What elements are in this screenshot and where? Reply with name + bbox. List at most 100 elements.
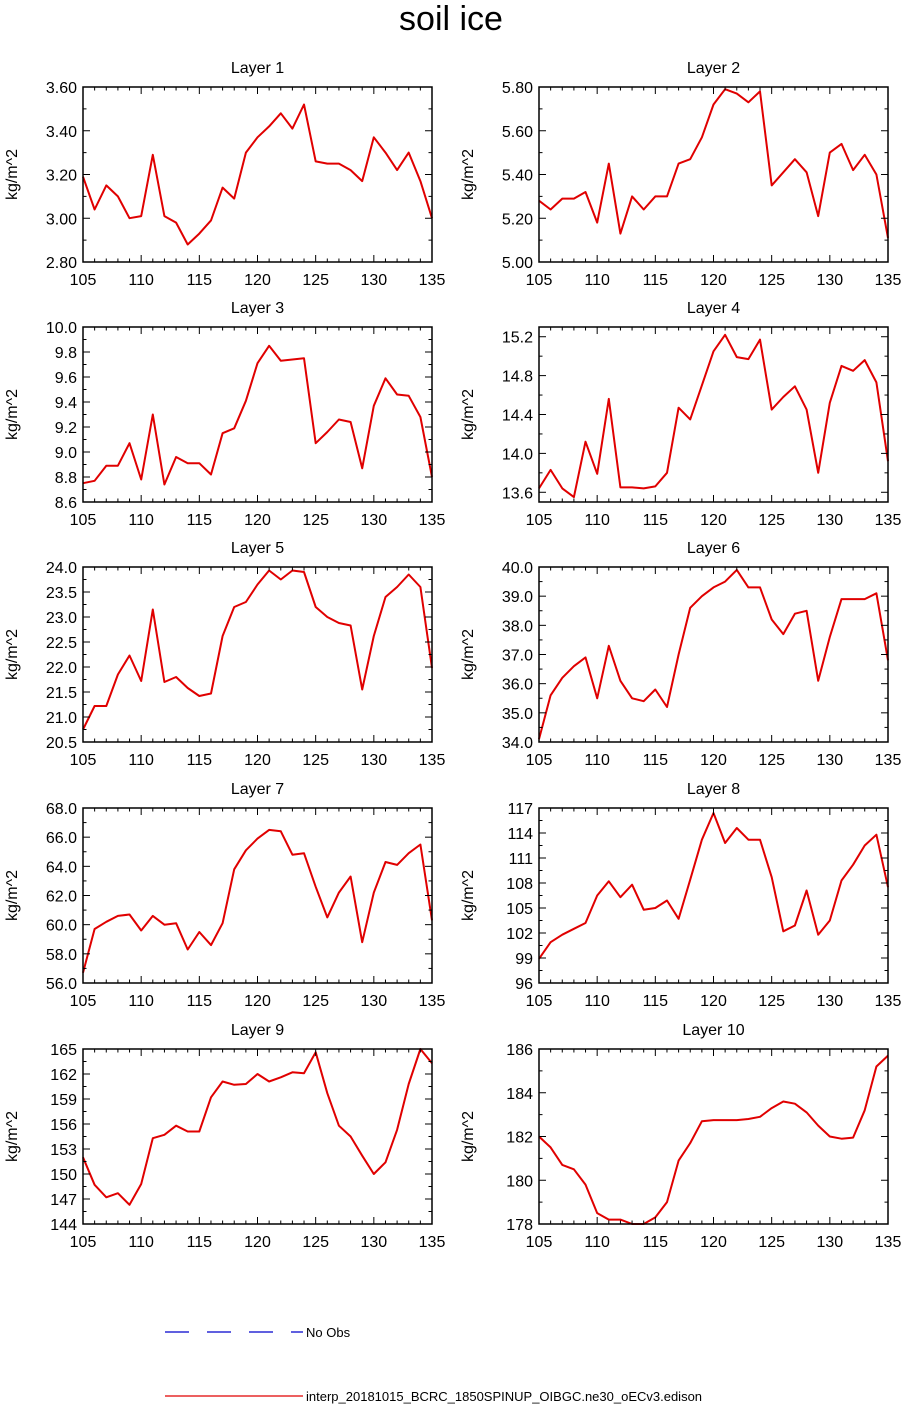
y-tick-label: 2.80 bbox=[46, 255, 77, 272]
y-axis-label-layer-6: kg/m^2 bbox=[460, 629, 477, 680]
y-tick-label: 10.0 bbox=[46, 320, 77, 337]
y-tick-label: 144 bbox=[50, 1217, 77, 1234]
x-tick-label: 135 bbox=[419, 512, 446, 529]
x-tick-label: 110 bbox=[128, 752, 154, 769]
y-tick-label: 8.8 bbox=[55, 470, 77, 487]
y-tick-label: 24.0 bbox=[46, 560, 77, 577]
series-line-layer-10-1 bbox=[538, 1054, 889, 1225]
panels-container: Layer 1 kg/m^2 105 110 115 120 125 130 135 2.80 3.… bbox=[4, 60, 901, 1251]
y-tick-label: 159 bbox=[50, 1092, 77, 1109]
y-tick-label: 184 bbox=[506, 1086, 533, 1103]
x-tick-label: 135 bbox=[875, 1234, 902, 1251]
y-tick-label: 156 bbox=[50, 1117, 77, 1134]
series-line-layer-5-1 bbox=[82, 569, 433, 730]
x-tick-label: 110 bbox=[584, 993, 610, 1010]
panel-title-layer-1: Layer 1 bbox=[231, 60, 284, 77]
panel-title-layer-3: Layer 3 bbox=[231, 300, 284, 317]
y-axis-label-layer-8: kg/m^2 bbox=[460, 870, 477, 921]
y-tick-label: 64.0 bbox=[46, 859, 77, 876]
x-tick-label: 115 bbox=[187, 512, 213, 529]
x-tick-label: 125 bbox=[758, 993, 785, 1010]
y-tick-label: 23.0 bbox=[46, 610, 77, 627]
x-tick-label: 135 bbox=[875, 993, 902, 1010]
x-tick-label: 135 bbox=[419, 272, 446, 289]
x-tick-label: 105 bbox=[70, 752, 97, 769]
y-tick-label: 22.0 bbox=[46, 660, 77, 677]
panel-layer-3: Layer 3 kg/m^2 105 110 115 120 125 130 135 8.6 8.8… bbox=[4, 300, 445, 529]
x-tick-label: 125 bbox=[758, 512, 785, 529]
panel-title-layer-9: Layer 9 bbox=[231, 1022, 284, 1039]
y-tick-label: 38.0 bbox=[502, 618, 533, 635]
panel-layer-6: Layer 6 kg/m^2 105 110 115 120 125 130 135 34.0 35… bbox=[460, 540, 901, 769]
panel-title-layer-5: Layer 5 bbox=[231, 540, 284, 557]
y-tick-label: 162 bbox=[50, 1067, 77, 1084]
y-tick-label: 5.20 bbox=[502, 211, 533, 228]
panel-layer-5: Layer 5 kg/m^2 105 110 115 120 125 130 135 20.5 21… bbox=[4, 540, 445, 769]
x-tick-label: 130 bbox=[816, 752, 843, 769]
x-tick-label: 125 bbox=[758, 272, 785, 289]
y-axis-label-layer-7: kg/m^2 bbox=[4, 870, 21, 921]
series-line-layer-8-1 bbox=[538, 812, 889, 960]
y-axis-label-layer-2: kg/m^2 bbox=[460, 149, 477, 200]
x-tick-label: 130 bbox=[360, 1234, 387, 1251]
y-tick-label: 182 bbox=[506, 1130, 533, 1147]
panel-layer-10: Layer 10 kg/m^2 105 110 115 120 125 130 135 178 18… bbox=[460, 1022, 901, 1251]
y-tick-label: 36.0 bbox=[502, 677, 533, 694]
plot-frame-layer-5 bbox=[82, 566, 433, 743]
x-tick-label: 135 bbox=[419, 993, 446, 1010]
y-tick-label: 180 bbox=[506, 1173, 533, 1190]
series-line-layer-7-1 bbox=[82, 828, 433, 974]
panel-layer-8: Layer 8 kg/m^2 105 110 115 120 125 130 135 96 99 10… bbox=[460, 781, 901, 1010]
x-tick-label: 105 bbox=[526, 1234, 553, 1251]
panel-title-layer-4: Layer 4 bbox=[687, 300, 740, 317]
y-axis-label-layer-5: kg/m^2 bbox=[4, 629, 21, 680]
x-tick-label: 115 bbox=[187, 272, 213, 289]
x-tick-label: 130 bbox=[360, 512, 387, 529]
y-axis-label-layer-3: kg/m^2 bbox=[4, 389, 21, 440]
x-tick-label: 120 bbox=[700, 272, 727, 289]
plot-frame-layer-2 bbox=[538, 86, 889, 263]
x-tick-label: 125 bbox=[302, 1234, 329, 1251]
x-tick-label: 125 bbox=[302, 272, 329, 289]
x-tick-label: 130 bbox=[360, 272, 387, 289]
x-tick-label: 120 bbox=[700, 993, 727, 1010]
y-tick-label: 68.0 bbox=[46, 801, 77, 818]
x-tick-label: 110 bbox=[128, 272, 154, 289]
series-line-layer-2-1 bbox=[538, 88, 889, 239]
legend-model-label: interp_20181015_BCRC_1850SPINUP_OIBGC.ne… bbox=[306, 1389, 702, 1404]
x-tick-label: 110 bbox=[584, 1234, 610, 1251]
x-tick-label: 120 bbox=[244, 752, 271, 769]
series-line-layer-9-1 bbox=[82, 1048, 433, 1206]
y-tick-label: 114 bbox=[507, 826, 533, 843]
y-tick-label: 117 bbox=[507, 801, 533, 818]
y-tick-label: 178 bbox=[506, 1217, 533, 1234]
series-line-layer-6-1 bbox=[538, 568, 889, 740]
y-tick-label: 3.40 bbox=[46, 124, 77, 141]
y-tick-label: 3.00 bbox=[46, 211, 77, 228]
y-tick-label: 58.0 bbox=[46, 947, 77, 964]
y-tick-label: 153 bbox=[50, 1142, 77, 1159]
y-tick-label: 35.0 bbox=[502, 706, 533, 723]
legend: No Obs interp_20181015_BCRC_1850SPINUP_O… bbox=[165, 1325, 702, 1404]
panel-layer-7: Layer 7 kg/m^2 105 110 115 120 125 130 135 56.0 58… bbox=[4, 781, 445, 1010]
y-axis-label-layer-10: kg/m^2 bbox=[460, 1111, 477, 1162]
y-tick-label: 60.0 bbox=[46, 918, 77, 935]
y-tick-label: 5.40 bbox=[502, 168, 533, 185]
panel-layer-2: Layer 2 kg/m^2 105 110 115 120 125 130 135 5.00 5.… bbox=[460, 60, 901, 289]
x-tick-label: 105 bbox=[526, 272, 553, 289]
y-tick-label: 165 bbox=[50, 1042, 77, 1059]
y-tick-label: 9.2 bbox=[55, 420, 77, 437]
x-tick-label: 105 bbox=[70, 993, 97, 1010]
panel-layer-1: Layer 1 kg/m^2 105 110 115 120 125 130 135 2.80 3.… bbox=[4, 60, 445, 289]
y-tick-label: 62.0 bbox=[46, 889, 77, 906]
x-tick-label: 120 bbox=[244, 512, 271, 529]
y-axis-label-layer-9: kg/m^2 bbox=[4, 1111, 21, 1162]
y-tick-label: 108 bbox=[506, 876, 533, 893]
x-tick-label: 105 bbox=[526, 752, 553, 769]
y-tick-label: 5.80 bbox=[502, 80, 533, 97]
x-tick-label: 105 bbox=[526, 512, 553, 529]
x-tick-label: 135 bbox=[875, 752, 902, 769]
panel-title-layer-6: Layer 6 bbox=[687, 540, 740, 557]
x-tick-label: 125 bbox=[302, 752, 329, 769]
y-tick-label: 3.60 bbox=[46, 80, 77, 97]
